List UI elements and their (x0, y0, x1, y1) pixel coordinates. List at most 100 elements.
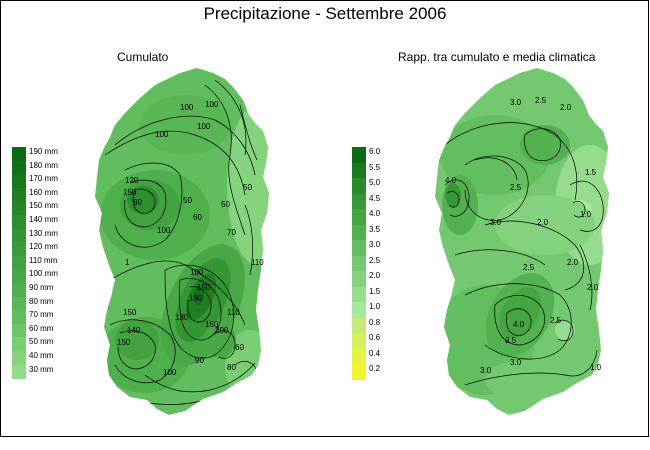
contour-label: 200 (215, 326, 229, 335)
contour-label: 60 (193, 213, 202, 222)
cumulato-legend-item: 60 mm (12, 323, 54, 338)
contour-label: 3.0 (510, 98, 522, 107)
contour-label: 100 (205, 100, 219, 109)
legend-swatch (352, 364, 366, 380)
legend-label: 5.5 (369, 162, 381, 172)
cumulato-legend-item: 140 mm (12, 215, 58, 229)
contour-label: 110 (251, 258, 264, 267)
legend-label: 110 mm (29, 255, 58, 265)
legend-swatch (12, 160, 26, 175)
legend-swatch (12, 228, 26, 243)
legend-label: 140 mm (29, 215, 58, 224)
cumulato-legend-item: 170 mm (12, 174, 58, 189)
legend-swatch (12, 242, 26, 257)
legend-swatch (352, 193, 366, 210)
legend-swatch (12, 201, 26, 216)
legend-label: 3.5 (369, 224, 381, 234)
contour-label: 1 (125, 258, 130, 267)
legend-swatch (12, 296, 26, 311)
ratio-contour-labels: 3.0 2.5 2.0 1.5 4.0 2.5 2.0 1.0 3.0 2.0 … (445, 96, 602, 375)
contour-label: 3.5 (505, 336, 517, 345)
cumulato-legend-item: 100 mm (12, 269, 58, 284)
legend-label: 0.6 (369, 333, 381, 342)
legend-swatch (352, 147, 366, 163)
cumulato-legend-item: 150 mm (12, 201, 58, 216)
legend-swatch (12, 174, 26, 189)
ratio-legend-item: 4.5 (352, 193, 392, 210)
legend-swatch (12, 323, 26, 338)
contour-label: 190 (189, 294, 203, 303)
legend-swatch (352, 240, 366, 256)
cumulato-legend-item: 70 mm (12, 310, 54, 325)
legend-swatch (352, 348, 366, 365)
legend-swatch (352, 271, 366, 287)
contour-label: 3.0 (510, 358, 522, 367)
contour-label: 50 (243, 183, 252, 192)
ratio-legend-item: 5.0 (352, 178, 392, 194)
legend-label: 70 mm (29, 310, 54, 320)
legend-label: 160 mm (29, 187, 58, 197)
contour-label: 60 (235, 343, 244, 352)
ratio-map: 3.0 2.5 2.0 1.5 4.0 2.5 2.0 1.0 3.0 2.0 … (435, 68, 609, 415)
ratio-legend: 6.0 5.5 5.0 4.5 4.0 3.5 3.0 2.5 2.0 1.5 1.0 0.8 0.6 0… (352, 147, 392, 380)
cumulato-legend-item: 50 mm (12, 337, 54, 352)
contour-label: 4.0 (513, 320, 525, 329)
contour-label: 110 (227, 308, 240, 317)
legend-label: 1.0 (369, 302, 381, 311)
contour-label: 3.0 (480, 366, 492, 375)
cumulato-island: 100 100 100 100 50 50 50 120 150 80 60 7… (95, 68, 269, 415)
legend-label: 4.5 (369, 193, 381, 203)
cumulato-legend-item: 30 mm (12, 364, 54, 379)
contour-label: 150 (117, 338, 131, 347)
contour-label: 100 (155, 130, 169, 139)
contour-label: 2.5 (510, 183, 522, 192)
legend-swatch (352, 178, 366, 194)
contour-label: 100 (163, 368, 177, 377)
contour-label: 100 (180, 103, 194, 112)
legend-label: 30 mm (29, 364, 54, 374)
right-map-title: Rapp. tra cumulato e media climatica (398, 50, 596, 64)
contour-label: 50 (183, 196, 192, 205)
contour-label: 150 (123, 188, 137, 197)
ratio-legend-item: 2.5 (352, 255, 392, 272)
legend-label: 0.8 (369, 317, 381, 327)
ratio-legend-item: 0.4 (352, 348, 392, 365)
legend-swatch (12, 255, 26, 270)
contour-label: 100 (197, 122, 211, 131)
contour-label: 140 (127, 326, 141, 335)
ratio-legend-item: 0.2 (352, 364, 392, 380)
legend-label: 2.0 (369, 271, 381, 280)
legend-label: 170 mm (29, 174, 58, 184)
legend-label: 50 mm (29, 337, 54, 347)
contour-label: 150 (123, 308, 137, 317)
contour-label: 2.5 (550, 316, 562, 325)
legend-label: 5.0 (369, 178, 381, 187)
legend-swatch (352, 162, 366, 179)
contour-label: 150 (197, 283, 211, 292)
contour-label: 80 (133, 198, 142, 207)
contour-label: 150 (205, 320, 219, 329)
legend-label: 0.4 (369, 348, 381, 358)
legend-label: 60 mm (29, 323, 54, 333)
contour-label: 120 (125, 176, 139, 185)
contour-label: 2.0 (537, 218, 549, 227)
ratio-legend-item: 2.0 (352, 271, 392, 287)
legend-swatch (352, 286, 366, 303)
contour-label: 4.0 (445, 176, 457, 185)
legend-swatch (12, 269, 26, 284)
legend-label: 40 mm (29, 351, 54, 360)
cumulato-legend-item: 130 mm (12, 228, 58, 243)
legend-swatch (12, 351, 26, 365)
legend-label: 6.0 (369, 147, 381, 156)
contour-label: 1.0 (590, 363, 602, 372)
contour-label: 3.0 (490, 218, 502, 227)
legend-label: 0.2 (369, 364, 381, 373)
legend-swatch (12, 215, 26, 229)
legend-swatch (352, 333, 366, 349)
cumulato-legend-item: 80 mm (12, 296, 53, 311)
legend-label: 2.5 (369, 255, 381, 265)
legend-swatch (12, 337, 26, 352)
cumulato-legend-item: 40 mm (12, 351, 54, 365)
ratio-legend-item: 3.5 (352, 224, 392, 241)
figure-frame (0, 0, 649, 437)
